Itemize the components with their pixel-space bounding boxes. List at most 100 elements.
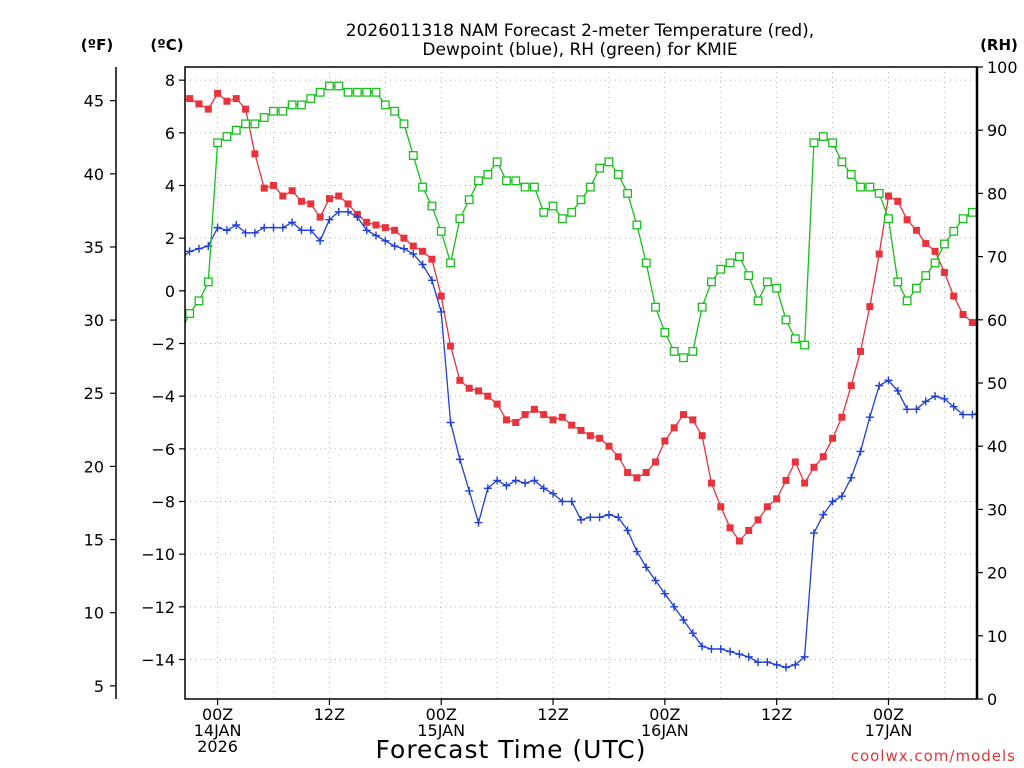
rh-tick-label: 10 [987, 627, 1007, 646]
dewpoint-point [912, 405, 921, 414]
source-credit: coolwx.com/models [851, 747, 1016, 765]
temperature-point [409, 242, 417, 250]
dewpoint-point [334, 207, 343, 216]
relative-humidity-point [716, 264, 726, 274]
relative-humidity-point [222, 132, 232, 141]
temperature-point [186, 95, 194, 103]
temperature-point [605, 442, 613, 450]
dewpoint-point [232, 221, 241, 229]
relative-humidity-point [837, 157, 847, 167]
fahrenheit-unit-label: (ºF) [81, 36, 113, 54]
dewpoint-point [399, 244, 408, 253]
dewpoint-point [884, 376, 893, 385]
dewpoint-point [959, 410, 968, 419]
relative-humidity-point [949, 226, 959, 236]
dewpoint-point [549, 489, 558, 498]
celsius-tick-label: 8 [165, 71, 175, 90]
dewpoint-point [837, 492, 846, 501]
relative-humidity-point [492, 157, 502, 167]
dewpoint-point [744, 652, 753, 661]
relative-humidity-point [669, 346, 679, 356]
relative-humidity-point [809, 138, 819, 148]
temperature-point [586, 432, 594, 440]
dewpoint-point [707, 644, 716, 653]
dewpoint-point [362, 226, 371, 235]
relative-humidity-point [706, 277, 716, 287]
temperature-point [577, 426, 585, 434]
temperature-point [763, 503, 771, 511]
temperature-point [465, 384, 473, 392]
temperature-point [260, 184, 268, 192]
relative-humidity-point [753, 296, 763, 306]
dewpoint-point [409, 249, 418, 258]
x-tick-label: 12Z [761, 705, 792, 724]
x-tick-label: 12Z [314, 705, 345, 724]
temperature-point [810, 463, 818, 471]
temperature-point [596, 434, 604, 442]
x-tick-label: 00Z [202, 705, 233, 724]
fahrenheit-tick-label: 40 [84, 165, 104, 184]
dewpoint-point [539, 484, 548, 493]
relative-humidity-point [576, 195, 586, 205]
rh-tick-label: 80 [987, 184, 1007, 203]
dewpoint-point [288, 218, 297, 227]
relative-humidity-point [762, 277, 772, 287]
relative-humidity-point [902, 296, 912, 306]
temperature-point [614, 453, 622, 461]
temperature-point [251, 150, 259, 158]
relative-humidity-point [241, 119, 251, 129]
dewpoint-point [530, 476, 539, 485]
x-tick-label: 14JAN [194, 721, 242, 740]
temperature-point [549, 416, 557, 424]
temperature-point [437, 292, 445, 300]
relative-humidity-point [623, 188, 633, 198]
relative-humidity-point [539, 207, 549, 217]
rh-unit-label: (RH) [980, 36, 1018, 54]
dewpoint-point [194, 244, 203, 253]
temperature-point [624, 469, 632, 477]
relative-humidity-point [297, 100, 306, 110]
temperature-point [847, 382, 855, 390]
dewpoint-point [763, 658, 772, 667]
temperature-point [195, 100, 203, 108]
relative-humidity-point [856, 182, 865, 192]
celsius-tick-label: −2 [151, 335, 175, 354]
dewpoint-point [297, 226, 306, 235]
fahrenheit-tick-label: 25 [84, 384, 104, 403]
temperature-point [484, 392, 492, 400]
temperature-point [922, 239, 930, 247]
dewpoint-point [688, 629, 697, 638]
relative-humidity-point [632, 220, 642, 230]
dewpoint-point [260, 223, 269, 232]
relative-humidity-point [772, 283, 782, 293]
dewpoint-point [726, 647, 735, 656]
celsius-tick-label: 0 [165, 282, 175, 301]
relative-humidity-point [884, 214, 893, 224]
temperature-point [363, 218, 371, 226]
dewpoint-point [465, 486, 474, 495]
dewpoint-point [781, 663, 790, 672]
dewpoint-point [390, 242, 399, 251]
relative-humidity-point [790, 334, 800, 344]
celsius-unit-label: (ºC) [150, 36, 183, 54]
dewpoint-point [437, 307, 446, 316]
fahrenheit-tick-label: 5 [94, 677, 104, 696]
relative-humidity-point [194, 296, 204, 306]
relative-humidity-point [474, 176, 483, 186]
relative-humidity-point [343, 87, 353, 97]
x-tick-label: 15JAN [417, 721, 465, 740]
relative-humidity-point [306, 94, 316, 104]
relative-humidity-point [390, 106, 400, 116]
relative-humidity-point [781, 315, 791, 325]
relative-humidity-point [269, 106, 278, 116]
temperature-point [419, 247, 427, 255]
rh-tick-label: 60 [987, 311, 1007, 330]
temperature-point [297, 197, 305, 205]
temperature-point [950, 292, 958, 300]
dewpoint-point [455, 455, 464, 464]
dewpoint-point [446, 418, 455, 427]
relative-humidity-point [595, 163, 605, 173]
dewpoint-point [511, 476, 520, 485]
temperature-point [679, 411, 687, 419]
